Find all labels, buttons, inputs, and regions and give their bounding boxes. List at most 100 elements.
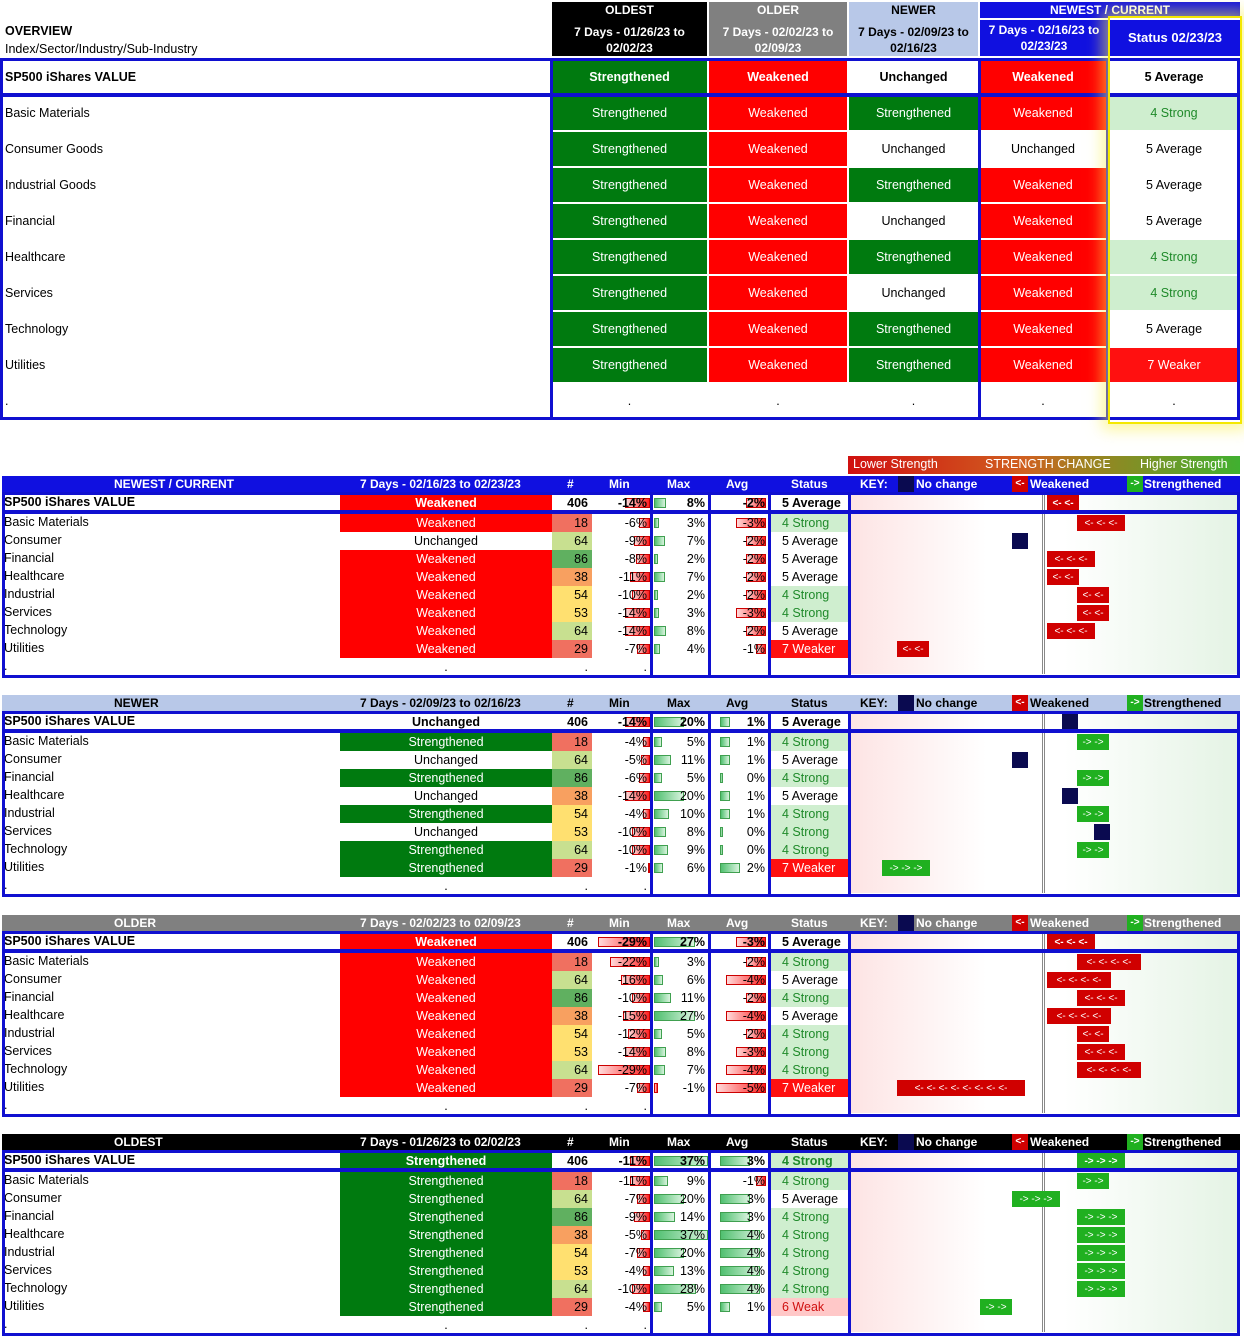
avg-bar (720, 755, 730, 765)
overview-change-cell: Weakened (980, 204, 1106, 238)
strengthened-arrows: -> -> (1077, 806, 1109, 822)
center-line (1042, 494, 1045, 674)
max-bar (654, 1266, 674, 1276)
min-bar (597, 937, 650, 947)
count-cell: 86 (552, 1208, 592, 1226)
panel-name: OLDEST (114, 1135, 163, 1149)
row-label: Utilities (4, 641, 45, 655)
max-cell: 2% (686, 552, 705, 566)
status-cell: 4 Strong (770, 805, 848, 823)
nochange-marker (1062, 788, 1078, 804)
overview-row-label: Services (5, 286, 53, 300)
table-row: Technology Strengthened 64 -10% 28% 4% 4 Stron… (2, 1280, 1240, 1298)
change-cell: Strengthened (340, 805, 552, 823)
change-cell: Weakened (340, 933, 552, 951)
min-cell: -14% (617, 715, 647, 729)
min-cell: -5% (624, 753, 647, 767)
min-cell: -9% (624, 1210, 647, 1224)
avg-cell: 1% (746, 735, 765, 749)
min-cell: -15% (617, 1009, 647, 1023)
weakened-arrows: <- <- <- (1047, 623, 1095, 639)
table-row: Financial Weakened 86 -10% 11% -2% 4 Strong <- … (2, 989, 1240, 1007)
count-cell: 86 (552, 550, 592, 568)
max-cell: 13% (679, 1264, 705, 1278)
count-cell: 29 (552, 859, 592, 877)
weakened-swatch: <- (1012, 695, 1028, 711)
max-cell: 20% (679, 1192, 705, 1206)
count-cell: 64 (552, 622, 592, 640)
table-row: Utilities Strengthened 29 -1% 6% 2% 7 Weaker ->… (2, 859, 1240, 877)
avg-cell: -2% (742, 588, 765, 602)
weakened-arrows: <- <- <- <- (1077, 954, 1141, 970)
count-cell: 18 (552, 514, 592, 532)
avg-bar (746, 590, 766, 600)
overview-change-cell: Unchanged (849, 60, 978, 94)
weakened-arrows: <- <- <- (1047, 551, 1095, 567)
panel-range: 7 Days - 02/09/23 to 02/16/23 (360, 696, 521, 710)
change-cell: Weakened (340, 953, 552, 971)
overview-change-cell: Strengthened (849, 348, 978, 382)
min-cell: -12% (617, 1027, 647, 1041)
avg-cell: -1% (742, 1174, 765, 1188)
min-cell: -10% (617, 1282, 647, 1296)
max-bar (654, 1194, 684, 1204)
strengthened-arrows: -> -> (980, 1299, 1012, 1315)
table-row: .... (2, 877, 1240, 895)
avg-bar (720, 1212, 750, 1222)
legend-change: STRENGTH CHANGE (985, 457, 1111, 471)
row-label: Healthcare (4, 569, 65, 583)
min-bar (639, 518, 650, 528)
min-cell: -22% (617, 955, 647, 969)
max-cell: 20% (679, 715, 705, 729)
avg-bar (720, 1248, 760, 1258)
row-label: Industrial (4, 587, 55, 601)
min-bar (641, 1230, 650, 1240)
avg-bar (756, 644, 766, 654)
period-header-older: OLDER 7 Days - 02/02/23 to 02/09/23 (709, 2, 847, 56)
min-cell: -11% (618, 1154, 648, 1168)
max-cell: 8% (686, 496, 705, 510)
max-bar (654, 608, 659, 618)
max-bar (654, 993, 671, 1003)
min-cell: -29% (617, 935, 647, 949)
overview-change-cell: Weakened (980, 168, 1106, 202)
row-label: Utilities (4, 860, 45, 874)
overview-change-cell: Strengthened (552, 204, 707, 238)
weakened-arrows: <- <- (1047, 569, 1079, 585)
index-row-frame (0, 58, 1240, 96)
change-cell: Weakened (340, 586, 552, 604)
row-label: SP500 iShares VALUE (4, 714, 136, 728)
frame-divider (978, 58, 981, 420)
table-row: Basic Materials Strengthened 18 -11% 9% -1% 4 … (2, 1172, 1240, 1190)
count-cell: 29 (552, 1079, 592, 1097)
sector-rows-frame (2, 511, 1240, 678)
min-cell: -11% (618, 1174, 647, 1188)
count-cell: 54 (552, 586, 592, 604)
key-label: KEY: (860, 477, 888, 491)
row-label: Healthcare (4, 1008, 65, 1022)
status-cell: 5 Average (770, 1190, 848, 1208)
min-bar (632, 845, 650, 855)
key-text: Strengthened (1144, 477, 1222, 491)
avg-bar (720, 809, 730, 819)
max-bar (654, 773, 662, 783)
max-bar (654, 1212, 675, 1222)
avg-cell: 1% (746, 753, 765, 767)
col-min: Min (609, 477, 630, 491)
max-cell: 5% (686, 1027, 705, 1041)
min-bar (597, 1065, 650, 1075)
overview-change-cell: Weakened (709, 168, 847, 202)
count-cell: 29 (552, 640, 592, 658)
avg-bar (720, 737, 730, 747)
change-cell: . (444, 1099, 448, 1113)
max-cell: 37% (679, 1154, 705, 1168)
min-cell: -14% (617, 1045, 647, 1059)
change-cell: Weakened (340, 1043, 552, 1061)
avg-bar (720, 1284, 760, 1294)
min-bar (630, 1176, 650, 1186)
overview-status-cell: 4 Strong (1110, 276, 1238, 310)
col-status: Status (791, 916, 828, 930)
table-row: Consumer Unchanged 64 -9% 7% -2% 5 Average (2, 532, 1240, 550)
table-row: Services Weakened 53 -14% 8% -3% 4 Strong <- <-… (2, 1043, 1240, 1061)
count-cell: 64 (552, 751, 592, 769)
